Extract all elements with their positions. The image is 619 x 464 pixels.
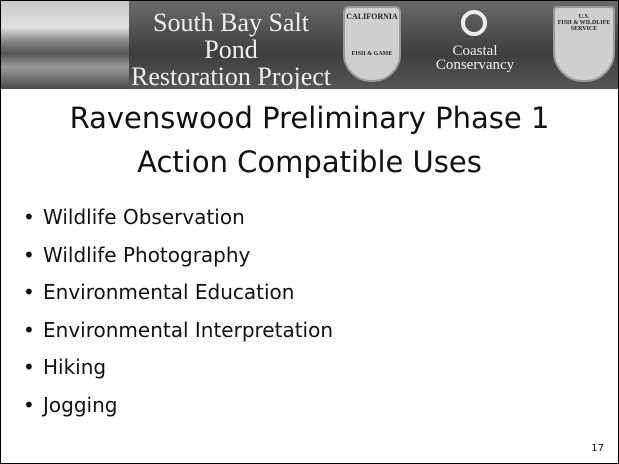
slide: South Bay Salt Pond Restoration Project … (0, 0, 619, 464)
bullet-item: Jogging (23, 387, 333, 425)
bullet-item: Wildlife Observation (23, 199, 333, 237)
conservancy-logo: Coastal Conservancy (413, 6, 537, 82)
bullet-item: Environmental Interpretation (23, 312, 333, 350)
slide-title-line: Ravenswood Preliminary Phase 1 (1, 96, 618, 140)
fish-game-logo: CALIFORNIA FISH & GAME (343, 6, 401, 82)
logo-text: SERVICE (555, 26, 613, 32)
bullet-item: Environmental Education (23, 274, 333, 312)
slide-title: Ravenswood Preliminary Phase 1 Action Co… (1, 96, 618, 184)
slide-title-line: Action Compatible Uses (1, 140, 618, 184)
page: South Bay Salt Pond Restoration Project … (0, 0, 619, 464)
header-title: South Bay Salt Pond Restoration Project (131, 9, 331, 90)
logo-text: FISH & GAME (345, 51, 399, 57)
header: South Bay Salt Pond Restoration Project … (1, 1, 618, 89)
logo-text: CALIFORNIA (345, 12, 399, 21)
header-title-line: South Bay Salt Pond (131, 9, 331, 63)
header-photo (1, 1, 129, 89)
page-number: 17 (591, 443, 604, 454)
fws-logo: U.S. FISH & WILDLIFE SERVICE (553, 6, 615, 82)
logo-ring (461, 10, 487, 36)
bullet-item: Wildlife Photography (23, 237, 333, 275)
header-title-line: Restoration Project (131, 63, 331, 90)
logo-text: Conservancy (413, 58, 537, 72)
bullet-list: Wildlife ObservationWildlife Photography… (23, 199, 333, 424)
bullet-item: Hiking (23, 349, 333, 387)
logo-text: Coastal (413, 44, 537, 58)
